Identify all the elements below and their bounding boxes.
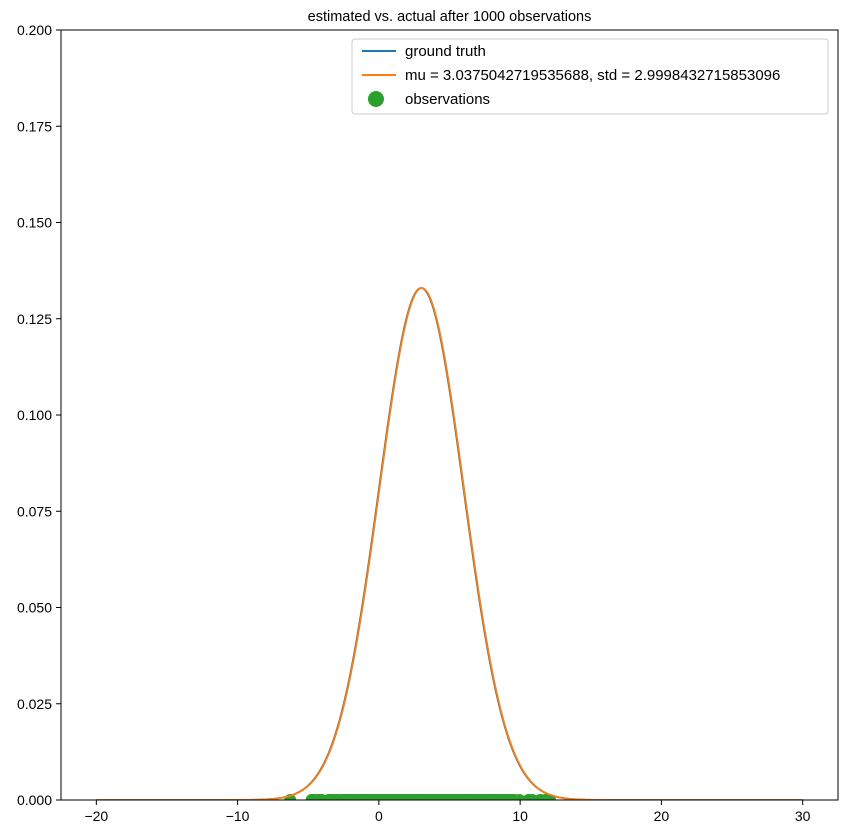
y-axis: 0.000 0.025 0.050 0.075 0.100 0.125 0.150 0.175… [17,22,61,808]
observation-point [470,794,483,800]
observation-point [418,794,431,800]
legend-label-ground-truth: ground truth [405,43,486,60]
y-tick-label: 0.100 [17,407,52,423]
observation-point [356,794,369,800]
observation-point [456,794,469,800]
observation-point [435,794,448,800]
observation-point [326,794,339,800]
observation-point [305,794,318,800]
observation-point [488,794,501,800]
y-tick-label: 0.175 [17,118,52,134]
ground-truth-line [96,287,803,800]
y-tick-label: 0.050 [17,600,52,616]
observation-point [508,794,521,800]
y-tick-label: 0.150 [17,215,52,231]
x-tick-label: 20 [654,808,670,824]
x-tick-label: 10 [512,808,528,824]
legend-label-estimate: mu = 3.0375042719535688, std = 2.9998432… [405,67,780,84]
x-axis: −20 −10 0 10 20 30 [84,800,811,824]
series-layer [96,287,803,800]
observations-series [284,794,556,800]
plot-frame [60,29,839,801]
y-tick-label: 0.125 [17,311,52,327]
legend-marker-observations [368,91,384,107]
y-tick-label: 0.025 [17,696,52,712]
y-tick-label: 0.075 [17,503,52,519]
observation-point [337,794,350,800]
observation-point [405,794,418,800]
observation-point [381,794,394,800]
estimate-line [96,287,803,800]
chart-title: estimated vs. actual after 1000 observat… [308,9,592,25]
x-tick-label: −10 [226,808,250,824]
y-tick-label: 0.200 [17,22,52,38]
y-tick-label: 0.000 [17,792,52,808]
observation-point [534,794,547,800]
legend: ground truth mu = 3.0375042719535688, st… [351,38,829,115]
legend-box [351,38,829,115]
x-tick-label: −20 [84,808,108,824]
x-tick-label: 30 [795,808,811,824]
legend-label-observations: observations [405,91,490,108]
x-tick-label: 0 [375,808,383,824]
